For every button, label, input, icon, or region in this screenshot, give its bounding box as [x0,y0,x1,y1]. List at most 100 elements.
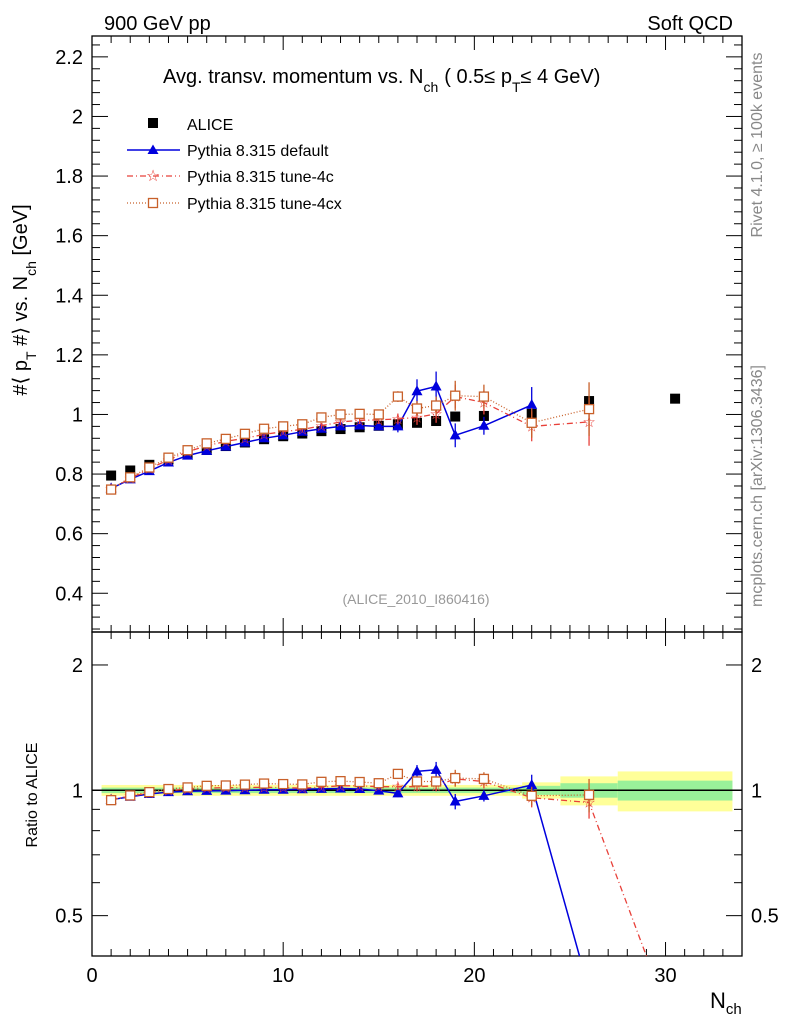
ratio-point-default [478,789,490,800]
header-right: Soft QCD [647,13,733,35]
main-point-tune4cx [478,391,490,402]
title-ch-sub: ch [423,79,438,95]
ratio-point-tune4cx [478,773,490,785]
ratio-point-tune4cx [354,776,365,788]
ratio-point-tune4cx [201,780,212,791]
ratio-point-tune4cx [411,776,423,787]
main-point-tune4cx [297,419,308,430]
main-point-tune4cx [373,409,384,420]
ratio-line-tune4c [110,778,648,957]
x-tick-label: 10 [272,965,294,987]
main-point-tune4cx [258,423,270,434]
title-le: ≤ p [484,66,512,88]
legend-label-alice: ALICE [187,117,233,134]
main-point-tune4cx [354,408,365,420]
main-point-tune4cx [201,438,212,449]
main-line-tune4cx [110,395,590,491]
ratio-point-tune4cx [182,782,193,793]
xlabel: Nch [710,988,742,1018]
ratio-point-default [449,795,461,806]
main-point-default [201,444,213,455]
main-point-alice [106,470,117,481]
main-point-tune4cx [125,472,136,483]
main-point-tune4cx [316,412,327,423]
main-point-tune4c: ☆ [410,409,423,426]
legend-marker-alice [148,118,158,128]
legend-label-tune4c: Pythia 8.315 tune-4c [187,169,334,186]
ylabel-part-5: [GeV] [10,204,32,261]
ratio-point-tune4c: ☆ [391,779,404,796]
xlabel-main: N [710,988,726,1013]
header-left: 900 GeV pp [104,13,211,35]
plot-title: Avg. transv. momentum vs. Nch ( 0.5≤ pT≤ … [163,66,600,95]
main-ylabel: #⟨ pT #⟩ vs. Nch [GeV] [10,204,39,395]
main-y-tick-label: 1.4 [55,285,83,307]
main-point-default [526,398,538,409]
main-y-tick-label: 0.8 [55,464,83,486]
main-point-default [411,385,423,396]
main-point-tune4cx [182,445,193,456]
ratio-y-tick-label-left: 2 [72,655,83,677]
ratio-point-tune4cx [392,768,404,780]
ylabel-part-1: #⟨ p [10,360,32,396]
ratio-point-tune4cx [297,779,308,790]
ratio-point-tune4cx [316,776,327,787]
ratio-point-tune4cx [335,775,346,787]
title-t-sub: T [512,79,521,95]
main-point-default [373,420,385,431]
ratio-y-tick-label-right: 2 [751,655,762,677]
main-point-tune4cx [450,390,461,401]
main-point-alice [670,393,681,404]
legend-marker-tune4cx [147,197,159,209]
x-tick-label: 30 [654,965,676,987]
main-point-default [478,419,490,430]
legend-marker-default [147,144,159,154]
main-point-tune4cx [278,421,289,432]
main-point-alice [478,410,489,421]
ratio-point-tune4cx [144,786,155,798]
main-line-default [110,385,533,490]
xlabel-sub: ch [726,1001,742,1018]
main-point-tune4cx [583,403,595,415]
ratio-point-default [411,765,423,776]
main-point-tune4cx [105,484,117,495]
title-range-close: ≤ 4 GeV) [521,66,601,88]
analysis-id: (ALICE_2010_I860416) [342,591,489,607]
ratio-point-tune4cx [239,779,251,790]
main-point-default [220,440,232,451]
ratio-ylabel: Ratio to ALICE [24,743,41,848]
rivet-label: Rivet 4.1.0, ≥ 100k events [749,53,766,238]
ratio-line-default [110,769,581,957]
title-range-open: ( 0.5 [444,66,484,88]
legend-label-default: Pythia 8.315 default [187,143,329,160]
ratio-point-default [373,784,385,795]
ratio-point-tune4cx [430,776,442,787]
ratio-point-tune4cx [278,778,289,790]
main-point-tune4cx [335,409,346,420]
main-line-tune4c [110,395,590,490]
main-point-tune4cx [526,417,537,428]
legend-marker-tune4c: ☆ [146,168,160,185]
ratio-point-tune4cx [450,772,461,784]
ratio-point-tune4cx [125,790,136,801]
main-point-tune4cx [239,428,251,439]
main-y-tick-label: 1.2 [55,345,83,367]
main-y-tick-label: 1 [72,404,83,426]
main-point-default [392,420,404,431]
main-point-default [354,419,366,430]
ratio-y-tick-label-right: 0.5 [751,906,779,928]
main-point-tune4cx [411,403,423,414]
ratio-point-default [526,778,538,789]
main-point-alice [125,465,136,476]
main-y-tick-label: 2.2 [55,47,83,69]
main-point-alice [450,411,461,422]
mcplots-label: mcplots.cern.ch [arXiv:1306.3436] [749,365,766,607]
ratio-point-default [258,783,270,794]
ratio-y-tick-label-right: 1 [751,780,762,802]
ratio-point-default [430,763,442,774]
legend: ALICE Pythia 8.315 default ☆ Pythia 8.31… [127,117,342,213]
main-panel: 0.40.60.811.21.41.61.822.2☆☆☆☆☆☆☆☆☆☆☆☆☆☆… [55,35,743,956]
main-point-tune4cx [220,433,231,445]
ratio-point-tune4cx [105,795,117,806]
